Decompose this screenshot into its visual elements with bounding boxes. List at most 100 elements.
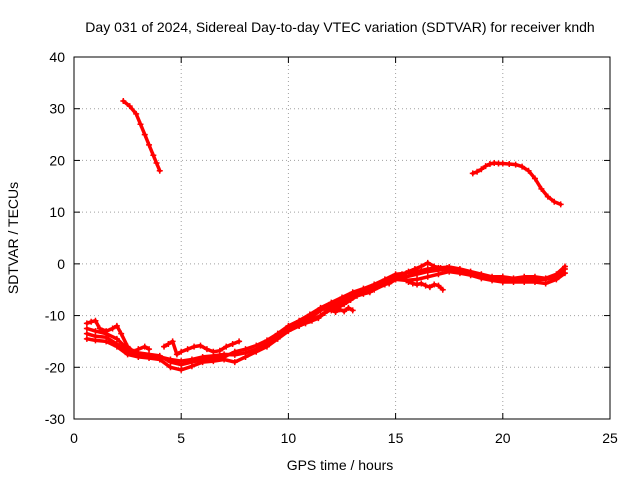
- y-tick-label: -30: [45, 411, 65, 427]
- data-point: [229, 341, 236, 348]
- data-point: [153, 160, 160, 167]
- data-point: [83, 325, 90, 332]
- data-point: [486, 161, 493, 168]
- data-point: [124, 343, 131, 350]
- x-tick-label: 15: [388, 430, 404, 446]
- data-point: [467, 272, 474, 279]
- data-point: [345, 304, 352, 311]
- data-point: [386, 280, 393, 287]
- series-arc-6: [83, 317, 153, 355]
- data-point: [405, 268, 412, 275]
- data-point: [553, 276, 560, 283]
- data-point: [178, 366, 185, 373]
- data-point: [373, 284, 380, 291]
- data-point: [542, 280, 549, 287]
- data-point: [242, 346, 249, 353]
- data-point: [92, 337, 99, 344]
- data-point: [379, 281, 386, 288]
- data-point: [435, 271, 442, 278]
- data-point: [349, 307, 356, 314]
- data-point: [88, 318, 95, 325]
- data-marks: [83, 97, 568, 373]
- data-point: [557, 201, 564, 208]
- data-point: [525, 167, 532, 174]
- data-point: [135, 353, 142, 360]
- data-point: [347, 297, 354, 304]
- data-point: [499, 160, 506, 167]
- data-point: [544, 193, 551, 200]
- y-tick-label: 20: [49, 152, 65, 168]
- data-point: [399, 271, 406, 278]
- data-point: [418, 263, 425, 270]
- data-point: [156, 356, 163, 363]
- data-point: [231, 348, 238, 355]
- data-point: [551, 198, 558, 205]
- data-point: [308, 317, 315, 324]
- data-point: [336, 306, 343, 313]
- data-point: [531, 175, 538, 182]
- data-point: [146, 354, 153, 361]
- data-point: [231, 359, 238, 366]
- data-point: [422, 282, 429, 289]
- data-point: [478, 275, 485, 282]
- data-point: [120, 97, 127, 104]
- data-point: [184, 346, 191, 353]
- data-point: [263, 343, 270, 350]
- data-point: [263, 337, 270, 344]
- data-point: [146, 141, 153, 148]
- x-tick-label: 10: [281, 430, 297, 446]
- series-arc-8: [296, 259, 451, 329]
- data-point: [191, 343, 198, 350]
- series-arc-10: [328, 304, 356, 315]
- x-tick-label: 0: [70, 430, 78, 446]
- data-point: [296, 322, 303, 329]
- data-point: [92, 317, 99, 324]
- data-point: [341, 308, 348, 315]
- data-point: [424, 266, 431, 273]
- data-point: [156, 167, 163, 174]
- data-point: [167, 364, 174, 371]
- data-point: [113, 322, 120, 329]
- data-point: [426, 284, 433, 291]
- data-point: [328, 307, 335, 314]
- y-tick-label: -10: [45, 308, 65, 324]
- data-point: [392, 276, 399, 283]
- data-point: [137, 121, 144, 128]
- data-point: [210, 358, 217, 365]
- data-point: [341, 301, 348, 308]
- data-point: [83, 335, 90, 342]
- data-point: [489, 277, 496, 284]
- axis-ticks: 0 5 10 15 20 25 -30 -20 -10 0 10 20 30 40: [45, 49, 618, 446]
- data-point: [531, 273, 538, 280]
- data-point: [339, 294, 345, 301]
- data-point: [253, 342, 260, 349]
- data-point: [519, 163, 526, 170]
- data-point: [538, 185, 545, 192]
- data-point: [317, 304, 324, 311]
- data-point: [203, 346, 210, 353]
- data-point: [306, 311, 313, 318]
- data-point: [83, 320, 90, 327]
- data-point: [285, 328, 292, 335]
- data-point: [169, 338, 176, 345]
- data-point: [109, 325, 116, 332]
- data-point: [188, 363, 195, 370]
- data-point: [165, 341, 172, 348]
- data-point: [274, 330, 281, 337]
- series-trace: [85, 264, 567, 367]
- data-point: [161, 343, 168, 350]
- data-point: [223, 343, 230, 350]
- data-point: [178, 361, 185, 368]
- plot-frame: [73, 56, 611, 420]
- data-point: [321, 309, 328, 316]
- data-point: [478, 166, 485, 173]
- data-point: [561, 263, 568, 270]
- chart-title: Day 031 of 2024, Sidereal Day-to-day VTE…: [85, 19, 594, 35]
- data-point: [118, 330, 125, 337]
- data-point: [414, 276, 421, 283]
- series-arc-9: [405, 278, 446, 293]
- y-axis-label: SDTVAR / TECUs: [5, 182, 21, 294]
- data-point: [328, 299, 335, 306]
- data-point: [435, 282, 442, 289]
- data-point: [482, 163, 489, 170]
